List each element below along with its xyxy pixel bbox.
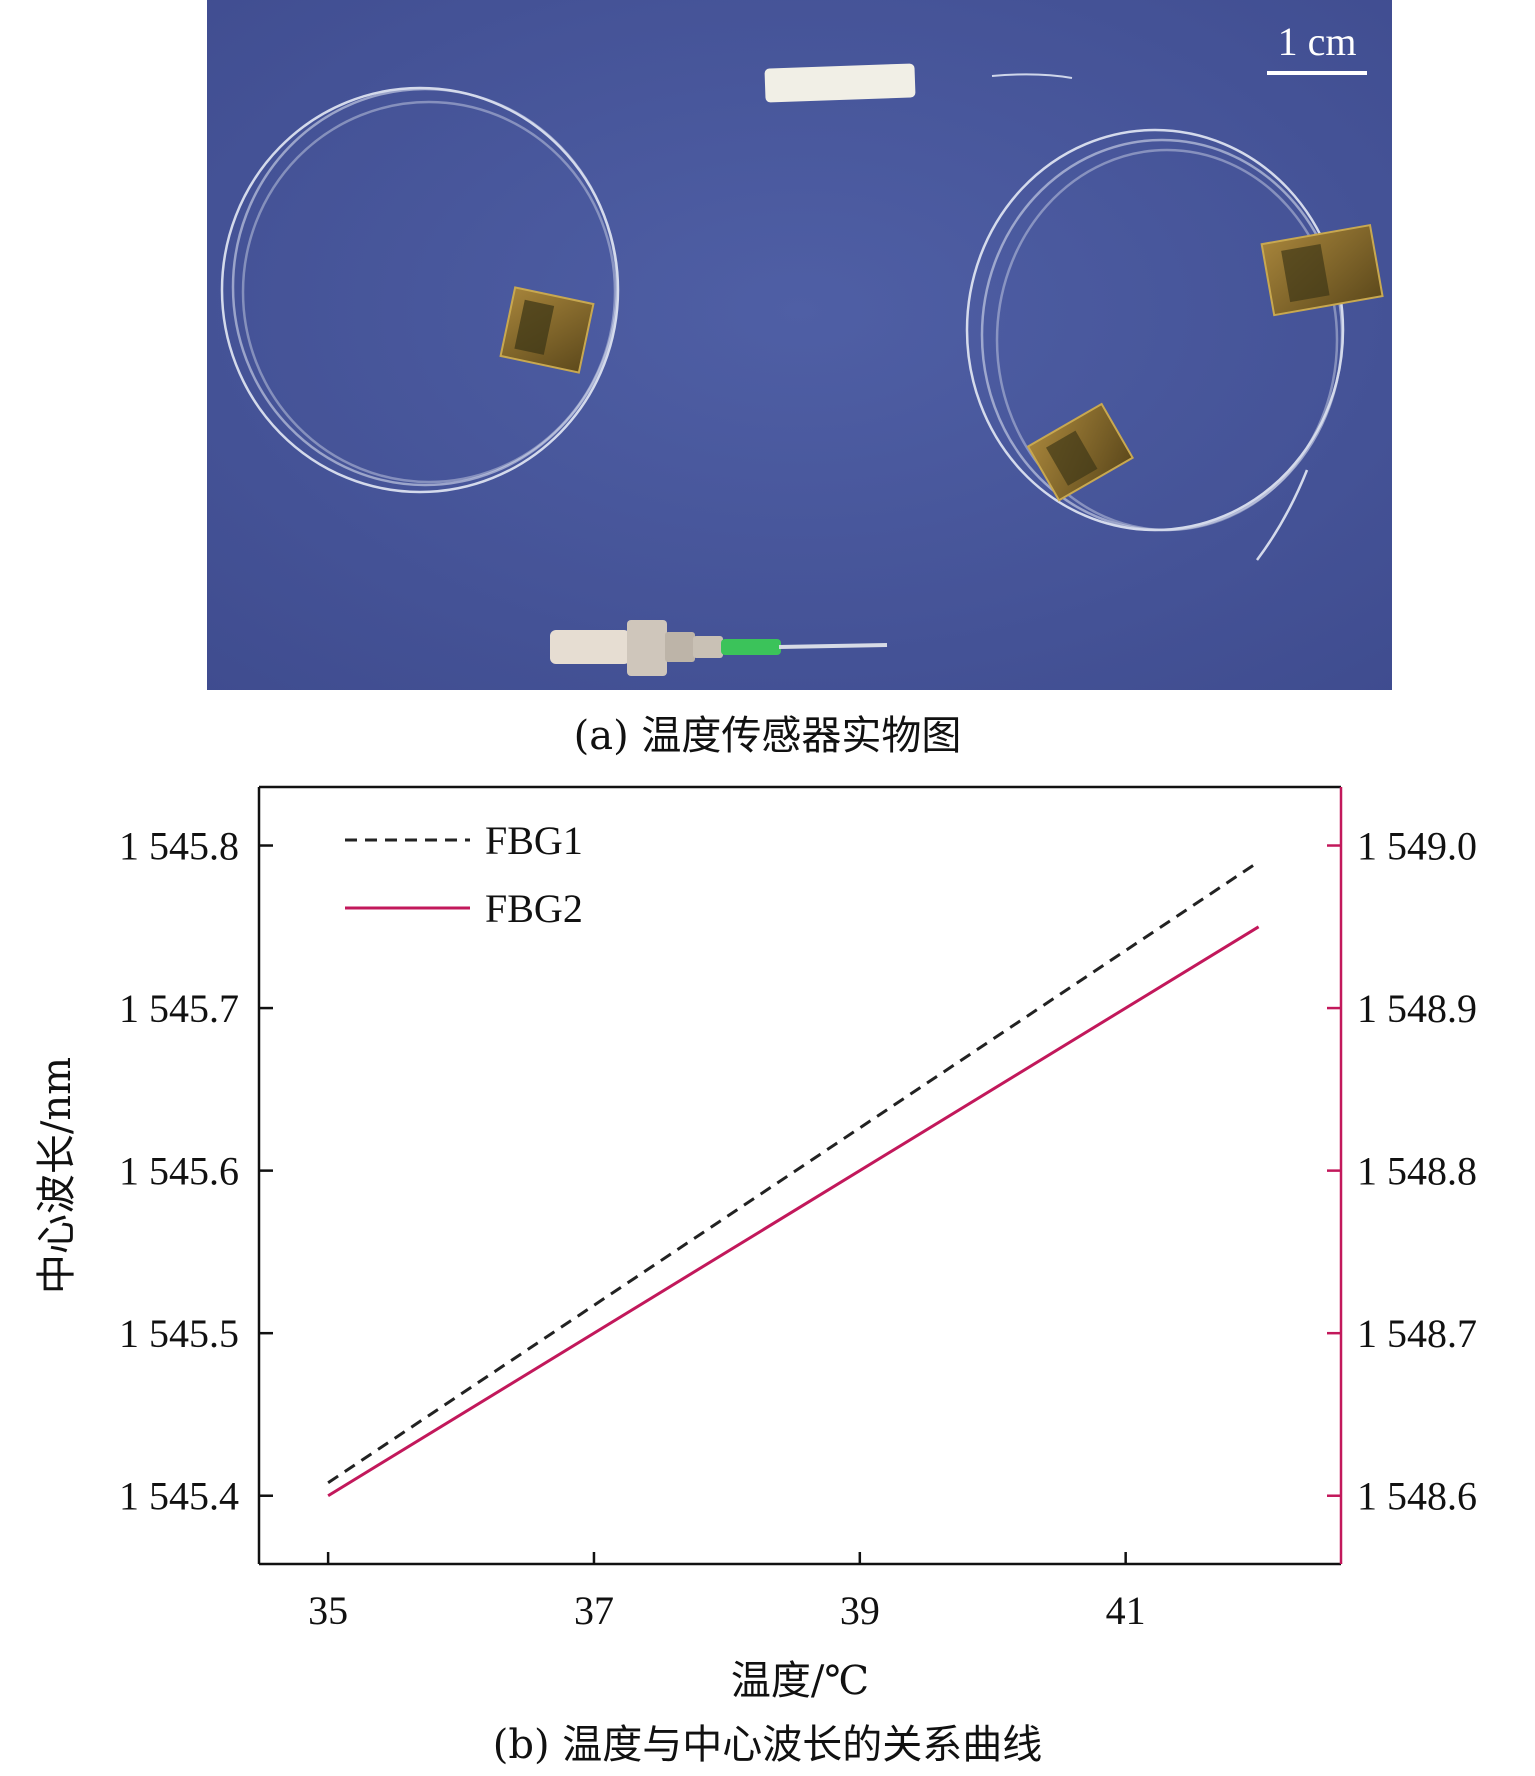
fiber-coil-right <box>965 128 1345 561</box>
caption-b: (b) 温度与中心波长的关系曲线 <box>492 1722 1043 1768</box>
x-axis-title: 温度/℃ <box>731 1658 869 1704</box>
left-y-tick-label: 1 545.4 <box>119 1474 239 1519</box>
kapton-tape-right-top <box>1260 223 1384 317</box>
left-y-tick-label: 1 545.7 <box>119 986 239 1031</box>
chart-layer: 35 37 39 41 1 545.4 1 545.5 1 545.6 1 545.7 1 54… <box>34 785 1477 1704</box>
kapton-tape-right-bottom <box>1026 402 1135 502</box>
kapton-tape-left <box>499 286 595 374</box>
right-y-tick-label: 1 548.6 <box>1357 1474 1477 1519</box>
sensor-photo-illustration: 1 cm <box>207 0 1392 690</box>
wavelength-temperature-chart: 35 37 39 41 1 545.4 1 545.5 1 545.6 1 545.7 1 54… <box>34 785 1477 1704</box>
legend-label-fbg1: FBG1 <box>485 818 583 863</box>
x-tick-label: 39 <box>840 1588 880 1633</box>
caption-a: (a) 温度传感器实物图 <box>573 713 962 759</box>
x-tick-label: 35 <box>308 1588 348 1633</box>
y-axis-title: 中心波长/nm <box>34 1057 80 1294</box>
series-line-fbg2 <box>327 925 1260 1498</box>
right-y-tick-label: 1 549.0 <box>1357 824 1477 869</box>
left-y-tick-label: 1 545.5 <box>119 1311 239 1356</box>
left-y-tick-label: 1 545.8 <box>119 824 239 869</box>
fiber-connector <box>550 620 888 676</box>
fiber-coil-left <box>220 86 620 494</box>
x-tick-label: 37 <box>574 1588 614 1633</box>
x-tick-label: 41 <box>1106 1588 1146 1633</box>
right-y-tick-label: 1 548.7 <box>1357 1311 1477 1356</box>
legend-label-fbg2: FBG2 <box>485 886 583 931</box>
left-y-tick-label: 1 545.6 <box>119 1149 239 1194</box>
sensor-photo: 1 cm <box>207 0 1392 690</box>
scale-bar-label: 1 cm <box>1278 19 1357 64</box>
right-y-tick-label: 1 548.8 <box>1357 1149 1477 1194</box>
series-line-fbg1 <box>327 860 1260 1484</box>
right-y-tick-label: 1 548.9 <box>1357 986 1477 1031</box>
fiber-end <box>991 73 1073 79</box>
photo-background <box>207 0 1392 690</box>
chalk-stick <box>764 63 916 103</box>
